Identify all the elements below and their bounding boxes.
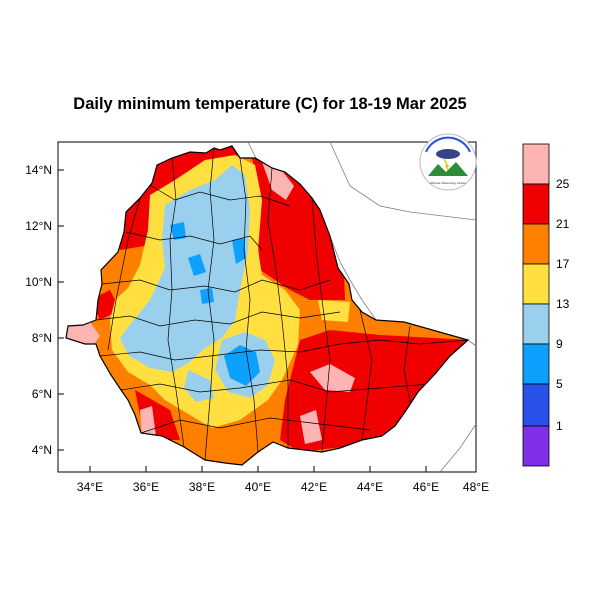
- colorbar-swatch: [522, 263, 550, 305]
- colorbar-swatch: [522, 343, 550, 385]
- y-tick-label: 8°N: [32, 331, 52, 345]
- x-tick-label: 42°E: [301, 480, 327, 494]
- colorbar-label: 5: [556, 377, 563, 391]
- y-tick-label: 10°N: [25, 275, 52, 289]
- y-tick-label: 14°N: [25, 163, 52, 177]
- colorbar-swatch: [522, 223, 550, 265]
- x-tick-label: 44°E: [357, 480, 383, 494]
- chart-title: Daily minimum temperature (C) for 18-19 …: [73, 95, 467, 113]
- colorbar-swatch: [522, 183, 550, 225]
- colorbar-label: 1: [556, 419, 563, 433]
- logo-text: Ethiopian Meteorology Institute: [430, 181, 466, 185]
- x-tick-label: 48°E: [463, 480, 489, 494]
- x-tick-label: 46°E: [413, 480, 439, 494]
- colorbar-swatch: [522, 425, 550, 467]
- colorbar-label: 25: [556, 177, 570, 191]
- meteorology-institute-logo: Ethiopian Meteorology Institute: [419, 133, 477, 191]
- y-tick-label: 12°N: [25, 219, 52, 233]
- colorbar-label: 9: [556, 337, 563, 351]
- colorbar-swatch: [522, 383, 550, 427]
- colorbar-label: 13: [556, 297, 570, 311]
- colorbar-label: 17: [556, 257, 570, 271]
- colorbar: [522, 143, 550, 467]
- colorbar-label: 21: [556, 217, 570, 231]
- x-axis: [89, 466, 477, 472]
- y-tick-label: 6°N: [32, 387, 52, 401]
- x-tick-label: 36°E: [133, 480, 159, 494]
- y-tick-label: 4°N: [32, 443, 52, 457]
- colorbar-swatch: [522, 143, 550, 185]
- x-tick-label: 34°E: [77, 480, 103, 494]
- x-tick-label: 40°E: [245, 480, 271, 494]
- x-tick-label: 38°E: [189, 480, 215, 494]
- admin-boundaries: [95, 147, 468, 461]
- colorbar-swatch: [522, 303, 550, 345]
- y-axis: [58, 169, 64, 451]
